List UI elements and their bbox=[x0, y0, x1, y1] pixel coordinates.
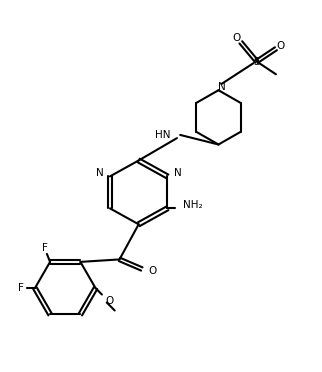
Text: N: N bbox=[174, 168, 182, 178]
Text: HN: HN bbox=[155, 130, 171, 140]
Text: S: S bbox=[253, 57, 260, 67]
Text: O: O bbox=[105, 296, 113, 306]
Text: O: O bbox=[232, 33, 240, 42]
Text: N: N bbox=[218, 82, 225, 92]
Text: N: N bbox=[96, 168, 104, 178]
Text: F: F bbox=[43, 243, 48, 253]
Text: O: O bbox=[148, 266, 156, 276]
Text: NH₂: NH₂ bbox=[183, 200, 203, 210]
Text: F: F bbox=[18, 283, 24, 293]
Text: O: O bbox=[277, 41, 285, 51]
